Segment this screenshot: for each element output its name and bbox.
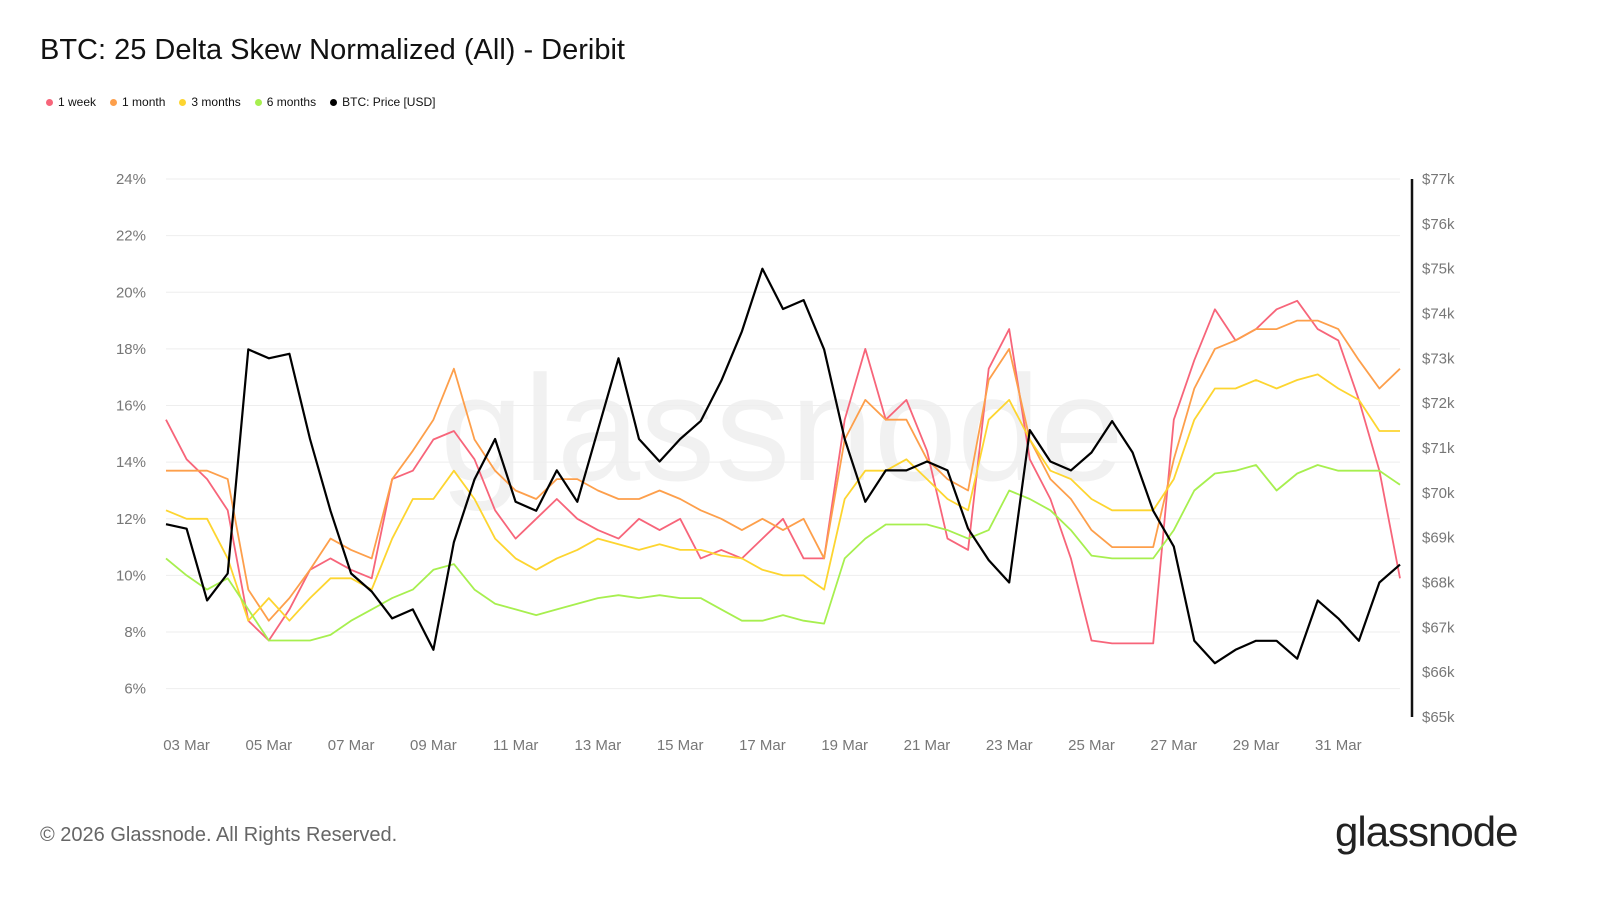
y-right-tick-label: $65k xyxy=(1422,709,1455,726)
x-tick-label: 25 Mar xyxy=(1068,737,1115,754)
y-right-tick-label: $74k xyxy=(1422,306,1455,323)
legend-label: 1 month xyxy=(122,95,166,109)
y-right-tick-label: $77k xyxy=(1422,171,1455,188)
y-right-tick-label: $71k xyxy=(1422,440,1455,457)
legend-item-6-months[interactable]: 6 months xyxy=(254,95,317,109)
legend-label: 3 months xyxy=(191,95,241,109)
y-left-tick-label: 24% xyxy=(116,171,146,188)
y-right-tick-label: $67k xyxy=(1422,619,1455,636)
legend-label: 1 week xyxy=(58,95,97,109)
y-right-tick-label: $72k xyxy=(1422,395,1455,412)
legend-item-1-week[interactable]: 1 week xyxy=(46,95,96,109)
x-tick-label: 31 Mar xyxy=(1315,737,1362,754)
y-left-tick-label: 6% xyxy=(124,681,146,698)
legend-label: BTC: Price [USD] xyxy=(342,95,436,109)
series-line-6-months xyxy=(165,464,1401,642)
x-tick-label: 05 Mar xyxy=(245,737,292,754)
y-left-tick-label: 20% xyxy=(116,284,146,301)
copyright: © 2026 Glassnode. All Rights Reserved. xyxy=(40,824,398,846)
x-tick-label: 29 Mar xyxy=(1233,737,1280,754)
series-line-btc-price-usd- xyxy=(165,267,1401,665)
series-line-3-months xyxy=(165,373,1400,622)
y-right-tick-label: $76k xyxy=(1422,216,1455,233)
y-right-tick-label: $73k xyxy=(1422,350,1455,367)
x-tick-label: 07 Mar xyxy=(328,737,375,754)
y-right-tick-label: $69k xyxy=(1422,530,1455,547)
x-tick-label: 21 Mar xyxy=(904,737,951,754)
y-left-tick-label: 22% xyxy=(116,228,146,245)
y-left-tick-label: 16% xyxy=(116,398,146,415)
watermark: glassnode xyxy=(440,344,1124,512)
legend-label: 6 months xyxy=(266,95,317,109)
series-line-1-week xyxy=(165,299,1401,645)
y-right-tick-label: $68k xyxy=(1422,575,1455,592)
x-tick-label: 23 Mar xyxy=(986,737,1033,754)
legend-dot-icon xyxy=(110,98,118,106)
x-tick-label: 15 Mar xyxy=(657,737,704,754)
x-tick-label: 09 Mar xyxy=(410,737,457,754)
legend-dot-icon xyxy=(46,98,53,106)
legend-dot-icon xyxy=(330,98,338,106)
x-tick-label: 11 Mar xyxy=(493,737,539,754)
y-right-tick-label: $75k xyxy=(1422,261,1455,278)
y-right-tick-label: $70k xyxy=(1422,485,1455,502)
x-tick-label: 19 Mar xyxy=(821,737,868,754)
y-left-tick-label: 12% xyxy=(116,511,146,528)
legend-item-btc-price[interactable]: BTC: Price [USD] xyxy=(330,95,435,109)
chart-title: BTC: 25 Delta Skew Normalized (All) - De… xyxy=(40,34,625,66)
y-right-tick-label: $66k xyxy=(1422,664,1455,681)
y-left-tick-label: 8% xyxy=(124,624,146,641)
legend-item-3-months[interactable]: 3 months xyxy=(179,95,241,109)
x-tick-label: 03 Mar xyxy=(163,737,210,754)
legend-item-1-month[interactable]: 1 month xyxy=(110,95,165,109)
y-left-tick-label: 14% xyxy=(116,454,146,471)
y-left-tick-label: 18% xyxy=(116,341,146,358)
x-tick-label: 13 Mar xyxy=(575,737,622,754)
y-left-tick-label: 10% xyxy=(116,567,146,584)
x-tick-label: 17 Mar xyxy=(739,737,786,754)
legend-dot-icon xyxy=(254,98,262,106)
legend: 1 week 1 month 3 months 6 months BTC: Pr… xyxy=(46,95,435,109)
glassnode-logo: glassnode xyxy=(1335,808,1518,855)
x-tick-label: 27 Mar xyxy=(1150,737,1197,754)
legend-dot-icon xyxy=(179,98,187,106)
series-line-1-month xyxy=(166,319,1401,622)
